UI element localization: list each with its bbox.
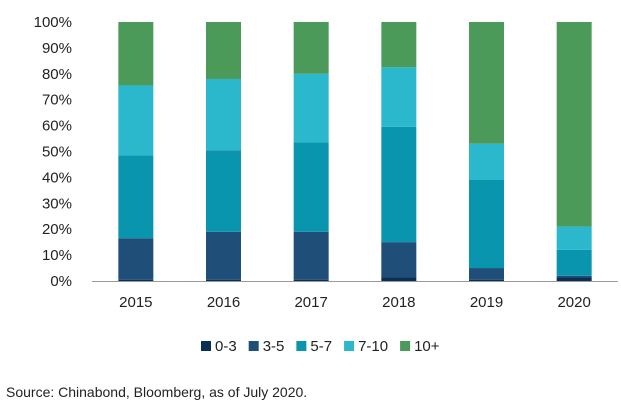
bar-segment-3-5 [556,275,592,278]
legend-label: 7-10 [358,338,388,355]
legend-label: 10+ [414,338,440,355]
bar-segment-3-5 [206,231,241,280]
x-tick-label: 2019 [470,294,503,311]
bar-segment-7-10 [381,67,417,127]
bar-segment-3-5 [118,238,154,280]
bar-segment-10plus [556,22,592,227]
bar-segment-0-3 [556,277,592,281]
bar-segment-10plus [381,22,417,68]
legend-swatch [344,341,355,351]
bar-segment-0-3 [293,279,329,281]
bar-segment-7-10 [556,226,592,250]
x-tick-label: 2020 [557,294,590,311]
bar-segment-7-10 [206,78,241,151]
legend-swatch [248,341,259,351]
bar-segment-0-3 [206,279,241,281]
y-tick-label: 30% [42,195,72,212]
y-tick-label: 0% [50,273,72,290]
y-tick-label: 80% [42,66,72,83]
stacked-bar-chart: 0% 10% 20% 30% 40% 50% 60% 70% 80% 90% 100% 2015 201… [34,14,618,355]
bar-segment-7-10 [118,85,154,156]
legend-label: 5-7 [310,338,332,355]
bar-segment-3-5 [469,268,504,280]
y-tick-label: 20% [42,221,72,238]
legend-swatch [201,341,211,351]
x-tick-label: 2015 [119,294,152,311]
y-tick-label: 90% [42,40,72,57]
y-tick-label: 50% [42,144,72,161]
bar-segment-5-7 [118,155,154,239]
bar-segment-5-7 [556,249,592,276]
bar-segment-10plus [206,22,241,79]
x-tick-label: 2017 [294,294,327,311]
legend-swatch [296,341,307,351]
source-note: Source: Chinabond, Bloomberg, as of July… [6,384,308,400]
bar-segment-0-3 [118,279,154,281]
y-tick-label: 100% [34,14,72,31]
y-tick-label: 70% [42,92,72,109]
bar-segment-5-7 [206,150,241,232]
bar-segment-10plus [293,22,329,74]
x-tick-label: 2016 [207,294,240,311]
bar-segment-10plus [469,22,504,144]
y-tick-label: 40% [42,169,72,186]
chart-svg: 0% 10% 20% 30% 40% 50% 60% 70% 80% 90% 100% 2015 201… [34,14,618,355]
bar-segment-5-7 [293,142,329,232]
bar-segment-0-3 [381,277,417,281]
y-tick-label: 60% [42,118,72,135]
legend-swatch [400,341,411,351]
bar-segment-7-10 [293,73,329,143]
legend-label: 0-3 [215,338,237,355]
y-tick-label: 10% [42,247,72,264]
bar-segment-0-3 [469,279,504,281]
bar-segment-5-7 [381,126,417,243]
legend-label: 3-5 [263,338,285,355]
bar-segment-10plus [118,22,154,86]
x-tick-label: 2018 [382,294,415,311]
bar-segment-5-7 [469,179,504,269]
bar-segment-3-5 [381,242,417,278]
bar-segment-3-5 [293,231,329,280]
bar-segment-7-10 [469,143,504,180]
